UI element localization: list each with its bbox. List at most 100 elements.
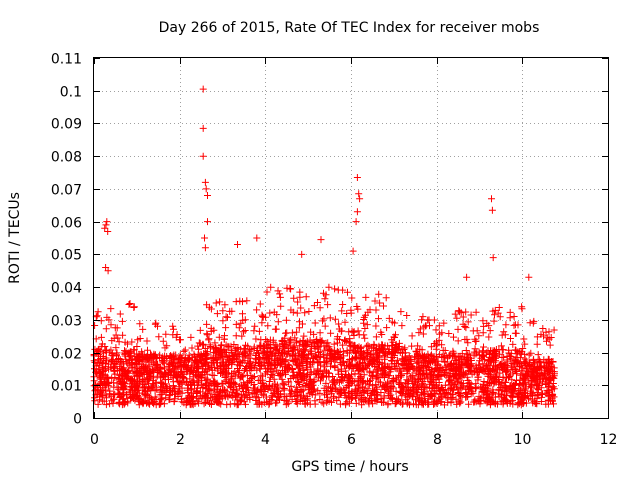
data-point	[96, 369, 104, 377]
data-point	[178, 373, 186, 380]
data-point	[221, 301, 229, 309]
data-point	[384, 401, 392, 409]
data-point	[139, 363, 147, 371]
data-point	[106, 387, 114, 395]
data-point	[188, 393, 196, 401]
data-point	[483, 398, 491, 406]
data-point	[293, 378, 301, 385]
data-point	[91, 397, 99, 405]
data-point	[479, 360, 487, 368]
data-point	[408, 362, 416, 370]
data-point	[328, 398, 335, 406]
data-point	[398, 322, 406, 330]
data-point	[201, 244, 209, 252]
data-point	[312, 337, 320, 345]
data-point	[372, 390, 380, 398]
data-point	[421, 395, 429, 403]
data-point	[266, 336, 274, 344]
data-point	[542, 390, 550, 398]
data-point	[211, 354, 219, 362]
data-point	[190, 369, 198, 376]
data-point	[193, 358, 201, 366]
data-point	[273, 311, 281, 319]
data-point	[470, 398, 478, 406]
data-point	[314, 365, 322, 373]
data-point	[119, 331, 127, 339]
data-point	[498, 331, 506, 339]
data-point	[495, 385, 503, 393]
data-point	[226, 378, 234, 386]
data-point	[514, 348, 522, 356]
data-point	[364, 341, 372, 349]
data-point	[338, 307, 346, 315]
data-point	[446, 360, 454, 368]
data-point	[347, 309, 355, 317]
data-point	[491, 306, 499, 314]
data-point	[253, 234, 261, 242]
data-point	[500, 363, 508, 371]
data-point	[522, 399, 530, 407]
data-point	[348, 327, 356, 335]
data-point	[540, 362, 548, 370]
data-point	[216, 298, 224, 306]
data-point	[538, 391, 546, 398]
data-point	[178, 398, 186, 406]
data-point	[344, 288, 351, 296]
data-point	[521, 394, 529, 401]
y-tick-label: 0.09	[51, 117, 82, 133]
data-point	[296, 318, 303, 326]
data-point	[290, 294, 298, 302]
data-point	[251, 384, 259, 392]
data-point	[222, 341, 230, 349]
data-point	[509, 369, 517, 377]
data-point	[386, 368, 394, 376]
data-point	[202, 185, 210, 193]
data-point	[357, 376, 365, 384]
data-point	[480, 343, 487, 351]
data-point	[205, 335, 213, 343]
data-point	[387, 353, 395, 361]
data-point	[120, 368, 128, 376]
data-point	[211, 339, 219, 347]
data-point	[374, 396, 382, 403]
data-point	[354, 361, 362, 369]
data-point	[177, 336, 184, 344]
data-point	[93, 390, 101, 398]
data-point	[239, 373, 246, 381]
data-point	[269, 371, 277, 379]
data-point	[222, 358, 230, 366]
data-point	[507, 382, 515, 390]
data-point	[480, 322, 488, 330]
data-point	[135, 350, 143, 358]
data-point	[342, 401, 350, 409]
data-point	[278, 375, 286, 383]
data-point	[95, 386, 103, 394]
data-point	[451, 380, 459, 388]
data-point	[257, 362, 265, 370]
data-point	[465, 383, 473, 391]
data-point	[97, 343, 105, 351]
data-point	[232, 389, 240, 397]
data-point	[299, 354, 307, 361]
data-point	[549, 358, 557, 365]
data-point	[318, 337, 326, 345]
data-point	[491, 399, 499, 407]
data-point	[131, 363, 139, 371]
data-point	[298, 351, 305, 359]
data-point	[481, 356, 489, 364]
data-point	[327, 329, 335, 337]
data-point	[307, 342, 315, 350]
data-point	[134, 384, 142, 392]
data-point	[498, 360, 506, 367]
data-point	[432, 326, 440, 334]
data-point	[543, 358, 551, 366]
data-point	[455, 355, 463, 363]
data-point	[336, 390, 344, 398]
data-point	[518, 305, 526, 313]
x-tick-label: 4	[261, 432, 270, 448]
data-point	[241, 366, 248, 374]
data-point	[143, 337, 151, 345]
data-point	[232, 320, 240, 328]
data-point	[377, 389, 385, 396]
data-point	[234, 365, 241, 372]
